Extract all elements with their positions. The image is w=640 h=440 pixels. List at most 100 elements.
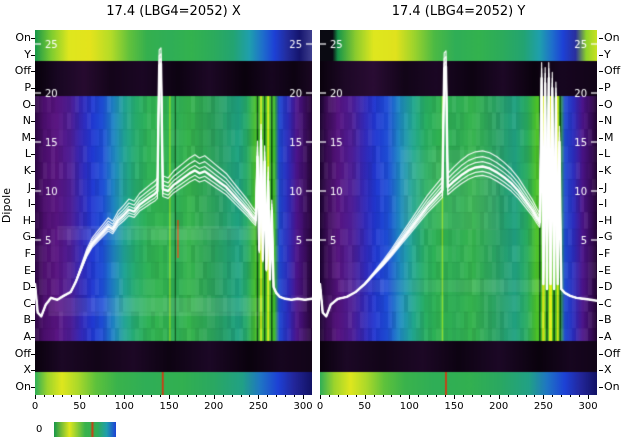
- dipole-tick-mark: [599, 320, 603, 322]
- dipole-label-right: F: [604, 246, 611, 260]
- dipole-label-right: K: [604, 164, 612, 178]
- dipole-tick-mark: [31, 88, 35, 90]
- x-minor-tick-mark: [418, 395, 420, 397]
- x-tick-mark: [258, 395, 260, 399]
- dipole-label-left: Off: [14, 64, 31, 78]
- dipole-label-right: P: [604, 81, 611, 95]
- x-minor-tick-mark: [507, 395, 509, 397]
- x-minor-tick-mark: [240, 395, 242, 397]
- dipole-axis-left: On Y Off P O N M L K J I H G F E D C B A Off X On: [0, 0, 31, 440]
- x-tick-label: 200: [489, 401, 509, 412]
- x-minor-tick-mark: [115, 395, 117, 397]
- x-minor-tick-mark: [552, 395, 554, 397]
- dipole-label-right: On: [604, 379, 620, 393]
- colorbar-label: 0: [36, 424, 43, 435]
- dipole-tick-mark: [31, 54, 35, 56]
- dipole-tick-mark: [31, 270, 35, 272]
- x-minor-tick-mark: [160, 395, 162, 397]
- x-tick-label: 100: [114, 401, 134, 412]
- panel-title-y: 17.4 (LBG4=2052) Y: [391, 4, 526, 19]
- dipole-tick-mark: [599, 220, 603, 222]
- x-minor-tick-mark: [561, 395, 563, 397]
- dipole-tick-mark: [31, 121, 35, 123]
- dipole-tick-mark: [599, 253, 603, 255]
- dipole-tick-mark: [31, 237, 35, 239]
- dipole-tick-mark: [599, 336, 603, 338]
- x-minor-tick-mark: [70, 395, 72, 397]
- dipole-tick-mark: [599, 121, 603, 123]
- x-tick-mark: [169, 395, 171, 399]
- x-minor-tick-mark: [276, 395, 278, 397]
- x-tick-mark: [409, 395, 411, 399]
- dipole-label-right: D: [604, 280, 613, 294]
- dipole-label-left: G: [22, 230, 31, 244]
- dipole-label-left: E: [24, 263, 31, 277]
- dipole-tick-mark: [599, 270, 603, 272]
- dipole-label-left: On: [15, 31, 31, 45]
- x-tick-mark: [124, 395, 126, 399]
- x-minor-tick-mark: [177, 395, 179, 397]
- x-tick-mark: [364, 395, 366, 399]
- heatmap-panel-x: [35, 30, 312, 395]
- x-tick-label: 100: [399, 401, 419, 412]
- x-minor-tick-mark: [151, 395, 153, 397]
- x-tick-label: 0: [316, 401, 324, 412]
- heatmap-panel-y: [320, 30, 597, 395]
- dipole-tick-mark: [31, 187, 35, 189]
- dipole-label-left: D: [22, 280, 31, 294]
- x-tick-mark: [588, 395, 590, 399]
- x-minor-tick-mark: [400, 395, 402, 397]
- x-minor-tick-mark: [52, 395, 54, 397]
- dipole-tick-mark: [599, 187, 603, 189]
- x-minor-tick-mark: [436, 395, 438, 397]
- dipole-tick-mark: [31, 38, 35, 40]
- x-minor-tick-mark: [294, 395, 296, 397]
- x-minor-tick-mark: [525, 395, 527, 397]
- dipole-tick-mark: [599, 204, 603, 206]
- dipole-label-left: M: [21, 130, 32, 144]
- dipole-tick-mark: [599, 287, 603, 289]
- dipole-tick-mark: [599, 104, 603, 106]
- dipole-tick-mark: [31, 303, 35, 305]
- dipole-tick-mark: [599, 38, 603, 40]
- x-minor-tick-mark: [61, 395, 63, 397]
- dipole-label-left: L: [24, 147, 31, 161]
- x-minor-tick-mark: [249, 395, 251, 397]
- x-minor-tick-mark: [391, 395, 393, 397]
- dipole-label-left: K: [23, 164, 31, 178]
- x-tick-mark: [303, 395, 305, 399]
- dipole-tick-mark: [599, 71, 603, 73]
- x-tick-mark: [498, 395, 500, 399]
- dipole-tick-mark: [31, 104, 35, 106]
- dipole-label-left: On: [15, 379, 31, 393]
- x-minor-tick-mark: [222, 395, 224, 397]
- x-tick-label: 50: [358, 401, 372, 412]
- dipole-label-right: Y: [604, 47, 611, 61]
- dipole-tick-mark: [31, 171, 35, 173]
- dipole-tick-mark: [599, 137, 603, 139]
- dipole-tick-mark: [31, 370, 35, 372]
- dipole-label-right: O: [604, 97, 613, 111]
- dipole-tick-mark: [599, 171, 603, 173]
- dipole-tick-mark: [599, 386, 603, 388]
- dipole-tick-mark: [599, 303, 603, 305]
- x-minor-tick-mark: [534, 395, 536, 397]
- x-minor-tick-mark: [88, 395, 90, 397]
- x-minor-tick-mark: [570, 395, 572, 397]
- dipole-tick-mark: [31, 154, 35, 156]
- dipole-tick-mark: [599, 237, 603, 239]
- dipole-tick-mark: [31, 386, 35, 388]
- colorbar: [54, 422, 116, 437]
- dipole-label-left: X: [23, 363, 31, 377]
- x-minor-tick-mark: [579, 395, 581, 397]
- dipole-label-left: I: [27, 197, 31, 211]
- x-minor-tick-mark: [186, 395, 188, 397]
- dipole-label-right: B: [604, 313, 612, 327]
- x-tick-mark: [320, 395, 321, 399]
- dipole-tick-mark: [31, 71, 35, 73]
- panel-title-x: 17.4 (LBG4=2052) X: [106, 4, 241, 19]
- dipole-label-left: F: [24, 246, 31, 260]
- x-minor-tick-mark: [427, 395, 429, 397]
- dipole-tick-mark: [599, 370, 603, 372]
